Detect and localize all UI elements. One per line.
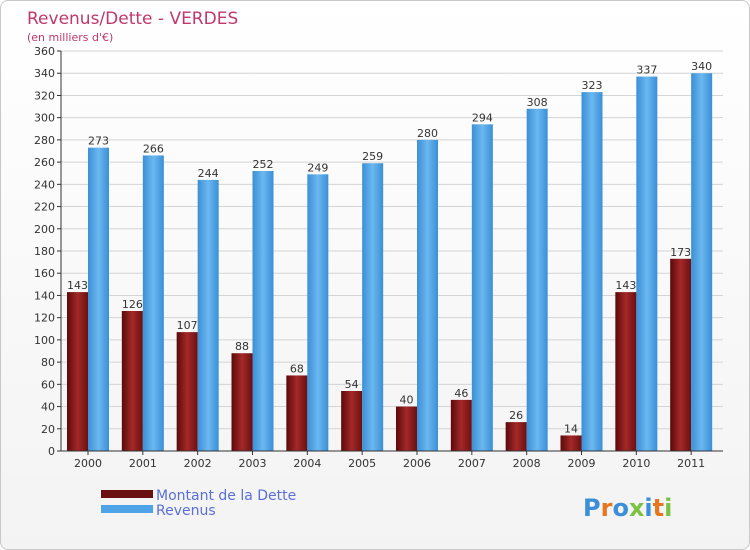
- y-tick-label: 260: [34, 156, 55, 169]
- x-tick-label: 2007: [458, 457, 486, 470]
- value-label: 266: [143, 142, 164, 155]
- value-label: 273: [88, 135, 109, 148]
- chart-title: Revenus/Dette - VERDES: [27, 9, 238, 29]
- bar-debt: [505, 422, 527, 451]
- bar-revenue: [197, 179, 219, 451]
- bar-revenue: [526, 108, 548, 452]
- y-tick-label: 360: [34, 45, 55, 58]
- bar-debt: [176, 332, 198, 451]
- bars: [67, 73, 713, 452]
- value-label: 46: [454, 387, 468, 400]
- y-tick-label: 180: [34, 245, 55, 258]
- value-label: 107: [177, 319, 198, 332]
- x-tick-label: 2008: [513, 457, 541, 470]
- x-tick-label: 2006: [403, 457, 431, 470]
- value-label: 173: [670, 246, 691, 259]
- x-tick-label: 2010: [622, 457, 650, 470]
- legend: Montant de la Dette Revenus: [101, 488, 296, 519]
- value-label: 26: [509, 409, 523, 422]
- bar-debt: [341, 391, 363, 451]
- value-label: 337: [636, 64, 657, 77]
- value-label: 252: [253, 158, 274, 171]
- bar-revenue: [581, 92, 603, 451]
- bar-debt: [286, 375, 308, 451]
- chart-subtitle: (en milliers d'€): [27, 31, 113, 44]
- value-label: 143: [615, 279, 636, 292]
- value-label: 244: [198, 167, 219, 180]
- bar-revenue: [142, 155, 164, 451]
- x-axis-ticks: 2000 2001 2002 2003 2004 2005 2006 2007 2008 2009…: [74, 451, 705, 470]
- y-tick-label: 140: [34, 289, 55, 302]
- value-label: 280: [417, 127, 438, 140]
- y-tick-label: 40: [41, 401, 55, 414]
- y-tick-label: 220: [34, 201, 55, 214]
- value-label: 126: [122, 298, 143, 311]
- y-tick-label: 80: [41, 356, 55, 369]
- y-axis-ticks: 0 20 40 60 80 100 120 140 160 180 200 220 240 260 280 3…: [34, 45, 61, 458]
- value-label: 308: [527, 96, 548, 109]
- y-tick-label: 200: [34, 223, 55, 236]
- y-tick-label: 60: [41, 378, 55, 391]
- bar-debt: [121, 311, 143, 451]
- x-tick-label: 2003: [239, 457, 267, 470]
- value-label: 14: [564, 422, 578, 435]
- legend-label-revenue: Revenus: [156, 503, 216, 519]
- value-label: 40: [400, 394, 414, 407]
- y-tick-label: 160: [34, 267, 55, 280]
- value-label: 54: [345, 378, 359, 391]
- bar-revenue: [252, 171, 274, 451]
- bar-debt: [67, 292, 88, 451]
- value-labels: 143 273 126 266 107 244 88 252 68 249 54 259 40 280 46…: [67, 60, 712, 435]
- bar-debt: [231, 353, 253, 451]
- legend-swatch-revenue: [101, 505, 153, 513]
- x-tick-label: 2009: [568, 457, 596, 470]
- legend-label-debt: Montant de la Dette: [156, 488, 296, 504]
- value-label: 340: [691, 60, 712, 73]
- y-tick-label: 280: [34, 134, 55, 147]
- bar-revenue: [471, 124, 493, 451]
- proxiti-logo: Proxiti: [583, 494, 672, 522]
- legend-swatch-debt: [101, 490, 153, 498]
- x-tick-label: 2011: [677, 457, 705, 470]
- value-label: 259: [362, 150, 383, 163]
- y-tick-label: 240: [34, 178, 55, 191]
- value-label: 143: [67, 279, 88, 292]
- x-tick-label: 2004: [293, 457, 321, 470]
- bar-debt: [670, 258, 692, 451]
- bar-debt: [560, 435, 582, 451]
- bar-debt: [396, 406, 417, 451]
- bar-revenue: [636, 76, 658, 452]
- bar-revenue: [307, 174, 329, 452]
- y-tick-label: 300: [34, 112, 55, 125]
- bar-revenue: [417, 139, 438, 451]
- x-tick-label: 2000: [74, 457, 102, 470]
- bar-revenue: [88, 147, 109, 451]
- bar-debt: [450, 399, 472, 451]
- x-tick-label: 2005: [348, 457, 376, 470]
- y-tick-label: 120: [34, 312, 55, 325]
- value-label: 294: [472, 111, 493, 124]
- bar-debt: [615, 292, 637, 451]
- grid-lines: [61, 50, 723, 430]
- x-tick-label: 2002: [184, 457, 212, 470]
- y-tick-label: 320: [34, 89, 55, 102]
- y-tick-label: 20: [41, 423, 55, 436]
- x-tick-label: 2001: [129, 457, 157, 470]
- y-tick-label: 340: [34, 67, 55, 80]
- value-label: 323: [582, 79, 603, 92]
- value-label: 68: [290, 362, 304, 375]
- y-tick-label: 100: [34, 334, 55, 347]
- bar-revenue: [362, 163, 384, 451]
- y-tick-label: 0: [48, 445, 55, 458]
- bar-revenue: [691, 73, 713, 451]
- value-label: 88: [235, 340, 249, 353]
- value-label: 249: [307, 161, 328, 174]
